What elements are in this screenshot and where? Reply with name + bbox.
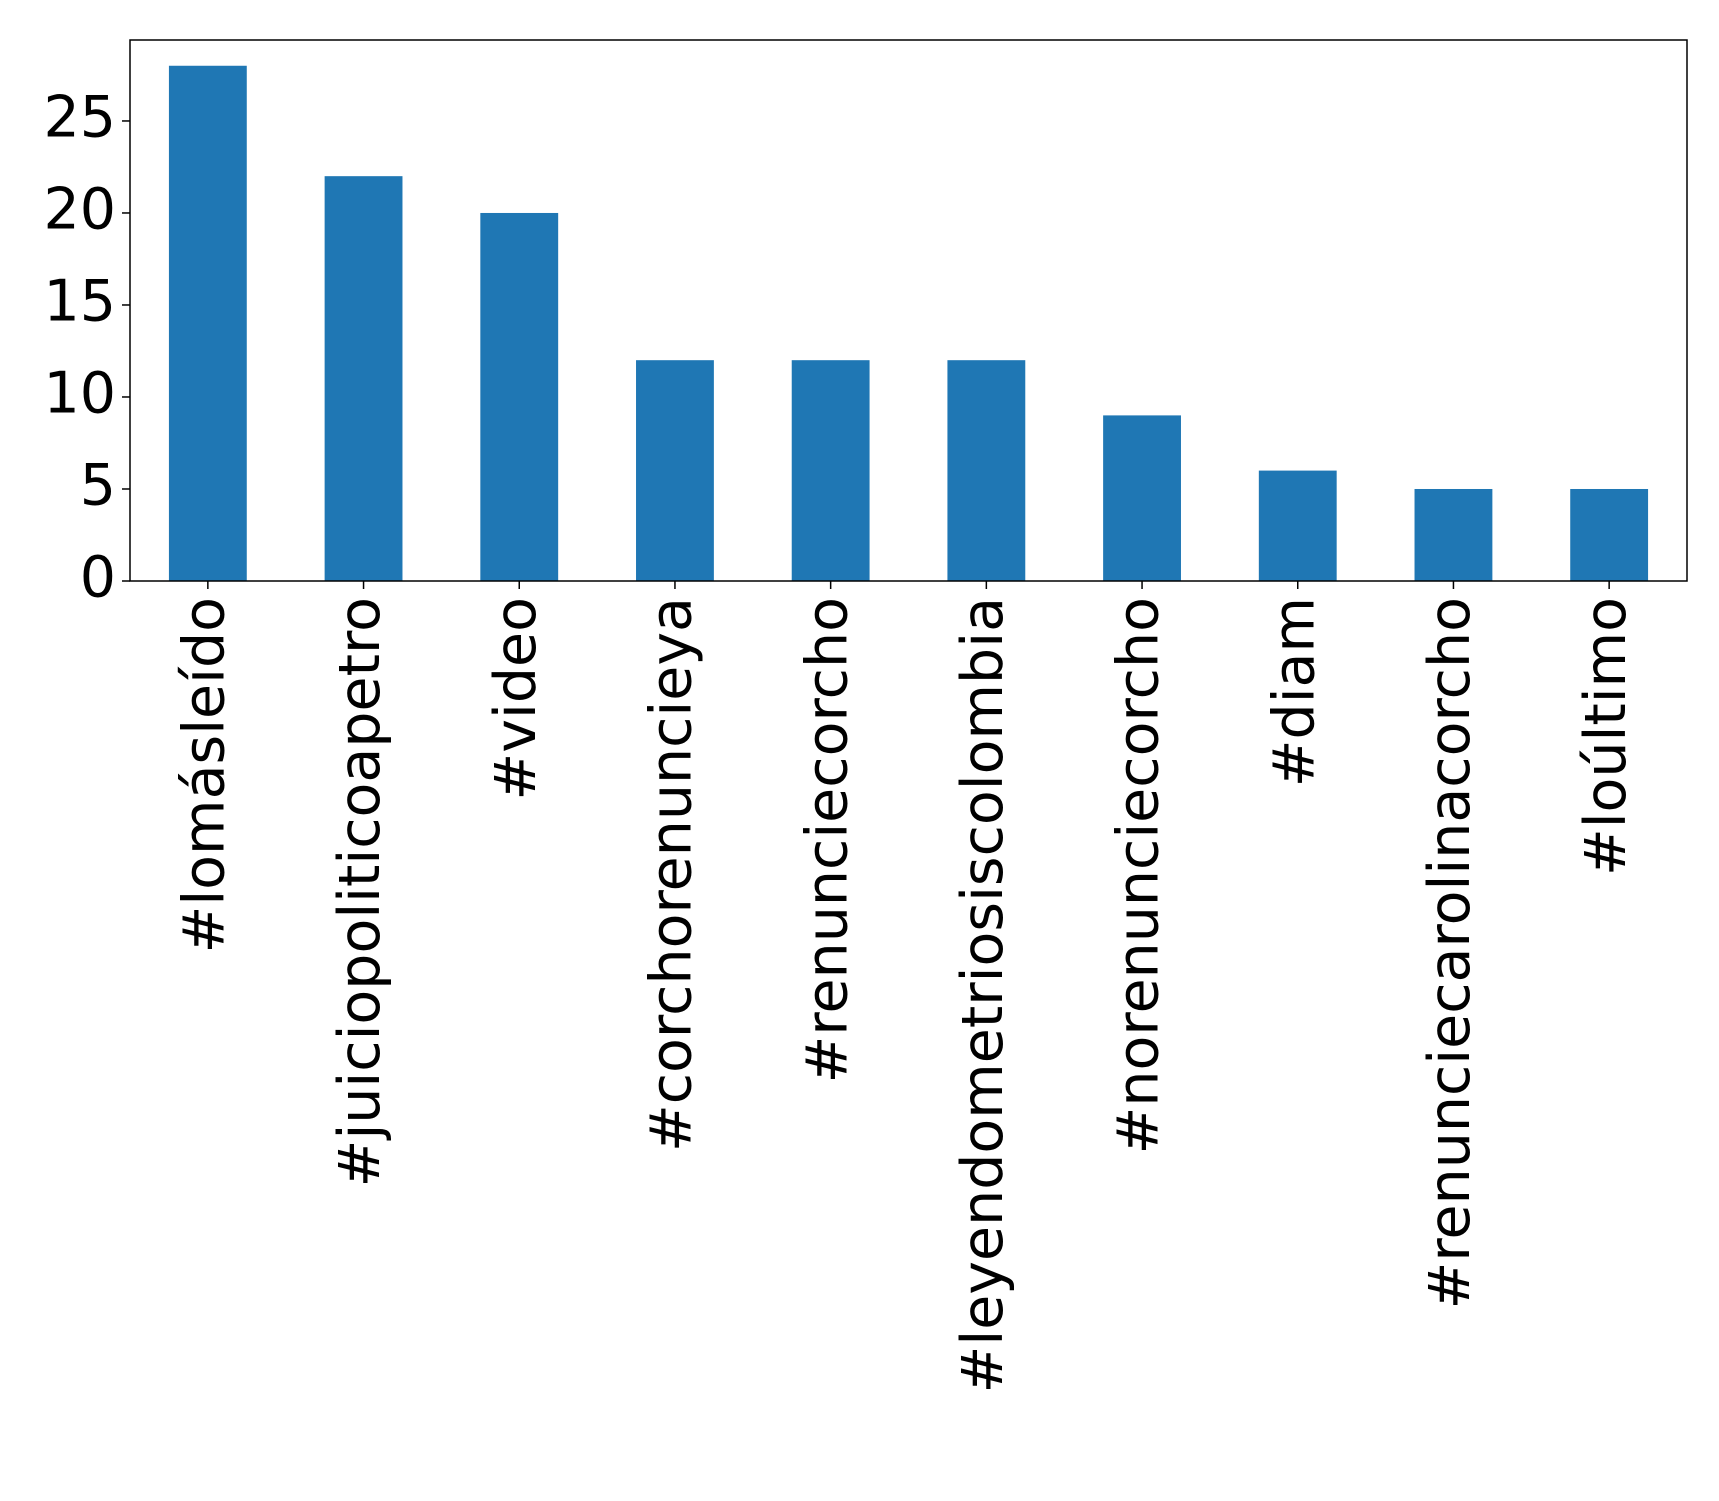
x-tick-label: #video (483, 597, 549, 800)
bar (636, 360, 714, 581)
bar (324, 176, 403, 581)
x-tick-label: #renunciecarolinacorcho (1417, 597, 1483, 1309)
y-tick-label: 5 (80, 453, 116, 519)
y-tick-label: 10 (43, 361, 116, 427)
x-tick-label: #lomásleído (171, 597, 237, 953)
x-tick-label: #juiciopoliticoapetro (327, 597, 393, 1187)
y-tick-label: 20 (43, 177, 116, 243)
x-tick-label: #renunciecorcho (794, 597, 860, 1083)
bar (1414, 488, 1493, 581)
bar (480, 212, 559, 582)
x-tick-label: #leyendometriosiscolombia (950, 597, 1016, 1393)
y-tick-label: 15 (43, 269, 116, 335)
bar (168, 65, 247, 581)
plot-frame (129, 39, 1688, 582)
bar (791, 360, 870, 581)
y-tick-label: 0 (80, 545, 116, 611)
bar (1258, 470, 1337, 581)
bar (1570, 488, 1649, 581)
bar (1103, 415, 1181, 581)
x-tick-label: #diam (1261, 597, 1327, 787)
bar (947, 360, 1026, 581)
x-tick-label: #corchorenuncieya (639, 597, 705, 1152)
x-tick-label: #loúltimo (1573, 597, 1639, 876)
x-tick-label: #norenunciecorcho (1106, 597, 1172, 1154)
y-tick-label: 25 (43, 85, 116, 151)
